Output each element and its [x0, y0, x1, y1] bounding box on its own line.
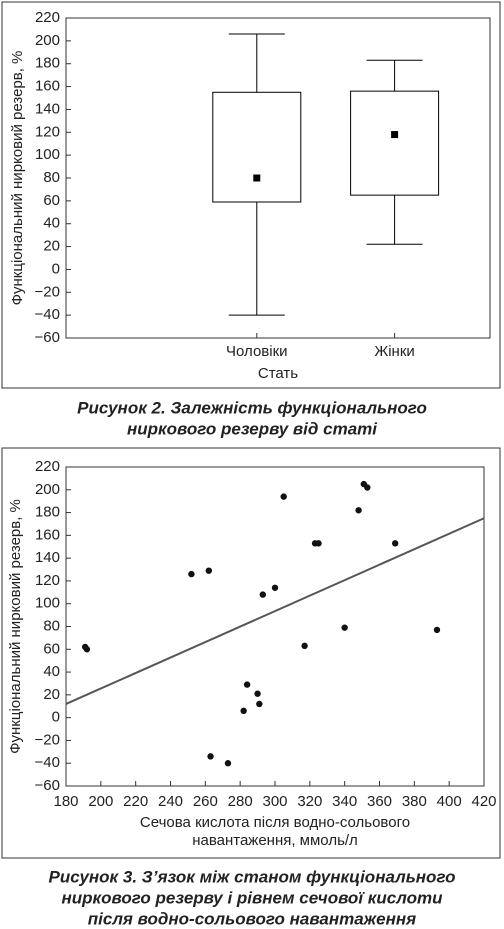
y-tick-label: 100: [35, 595, 60, 612]
frame: [1, 1, 501, 389]
y-tick-label: 120: [35, 123, 60, 140]
y-tick-label: 220: [35, 9, 60, 26]
y-tick-label: −40: [35, 754, 60, 771]
y-tick-label: 220: [35, 458, 60, 475]
y-tick-label: 180: [35, 55, 60, 72]
y-tick-label: −60: [35, 777, 60, 794]
mean-marker: [391, 131, 399, 139]
x-axis-label: навантаження, ммоль/л: [192, 832, 358, 849]
y-tick-label: 140: [35, 100, 60, 117]
x-tick-label: 240: [158, 793, 183, 810]
y-tick-label: 180: [35, 504, 60, 521]
point: [240, 707, 247, 715]
point: [355, 507, 362, 514]
y-tick-label: 140: [35, 549, 60, 566]
y-tick-label: −20: [35, 731, 60, 748]
point: [207, 753, 214, 760]
trend-line: [65, 517, 485, 705]
x-tick-label: 300: [262, 793, 287, 810]
mean-marker: [253, 174, 261, 182]
x-axis-label: Сечова кислота після водно-сольового: [140, 814, 410, 831]
x-tick-label: 260: [193, 793, 218, 810]
box: [212, 91, 302, 203]
x-tick-label: Чоловіки: [226, 343, 288, 360]
y-tick-label: −40: [35, 306, 60, 323]
x-tick-label: Жінки: [374, 343, 414, 360]
x-tick-label: 320: [297, 793, 322, 810]
point: [433, 626, 441, 634]
x-tick-label: 360: [367, 793, 392, 810]
y-axis-label: Функціональний нирковий резерв, %: [7, 499, 24, 754]
y-tick-label: 40: [43, 663, 60, 680]
y-tick-label: 100: [35, 146, 60, 163]
x-tick-label: 380: [402, 793, 427, 810]
y-tick-label: 200: [35, 32, 60, 49]
x-tick-label: 220: [123, 793, 148, 810]
point: [188, 570, 195, 578]
point: [301, 642, 308, 650]
point: [364, 484, 371, 491]
point: [256, 700, 263, 708]
caption: Рисунок 2. Залежність функціонального: [77, 398, 427, 417]
y-tick-label: 80: [43, 617, 60, 634]
x-tick-label: 340: [332, 793, 357, 810]
x-tick-label: 180: [53, 793, 78, 810]
y-tick-label: 60: [43, 192, 60, 209]
y-tick-label: 20: [43, 686, 60, 703]
y-tick-label: 60: [43, 640, 60, 657]
y-tick-label: 0: [52, 260, 60, 277]
point: [83, 646, 91, 653]
y-tick-label: 160: [35, 78, 60, 95]
point: [271, 584, 279, 591]
x-axis-label: Стать: [258, 365, 298, 382]
point: [259, 591, 267, 598]
x-tick-label: 200: [88, 793, 113, 810]
caption: Рисунок 3. З’язок між станом функціональ…: [49, 867, 456, 886]
plot-area: [65, 466, 485, 787]
y-tick-label: 80: [43, 169, 60, 186]
y-tick-label: −60: [35, 329, 60, 346]
y-tick-label: 20: [43, 238, 60, 255]
y-tick-label: −20: [35, 283, 60, 300]
point: [205, 567, 213, 574]
point: [243, 681, 251, 688]
y-axis-label: Функціональний нирковий резерв, %: [9, 51, 26, 306]
point: [254, 690, 261, 697]
y-tick-label: 160: [35, 526, 60, 543]
caption: ниркового резерву від статі: [127, 419, 378, 438]
box: [350, 90, 440, 196]
caption: ниркового резерву і рівнем сечової кисло…: [62, 888, 444, 907]
y-tick-label: 0: [52, 709, 60, 726]
point: [280, 493, 287, 500]
y-tick-label: 200: [35, 481, 60, 498]
frame: [1, 447, 501, 859]
y-tick-label: 40: [43, 215, 60, 232]
point: [391, 540, 399, 547]
point: [341, 624, 348, 631]
x-tick-label: 280: [228, 793, 253, 810]
caption: після водно-сольового навантаження: [88, 909, 416, 928]
point: [315, 540, 322, 547]
x-tick-label: 400: [437, 793, 462, 810]
y-tick-label: 120: [35, 572, 60, 589]
x-tick-label: 420: [471, 793, 496, 810]
point: [224, 760, 232, 767]
